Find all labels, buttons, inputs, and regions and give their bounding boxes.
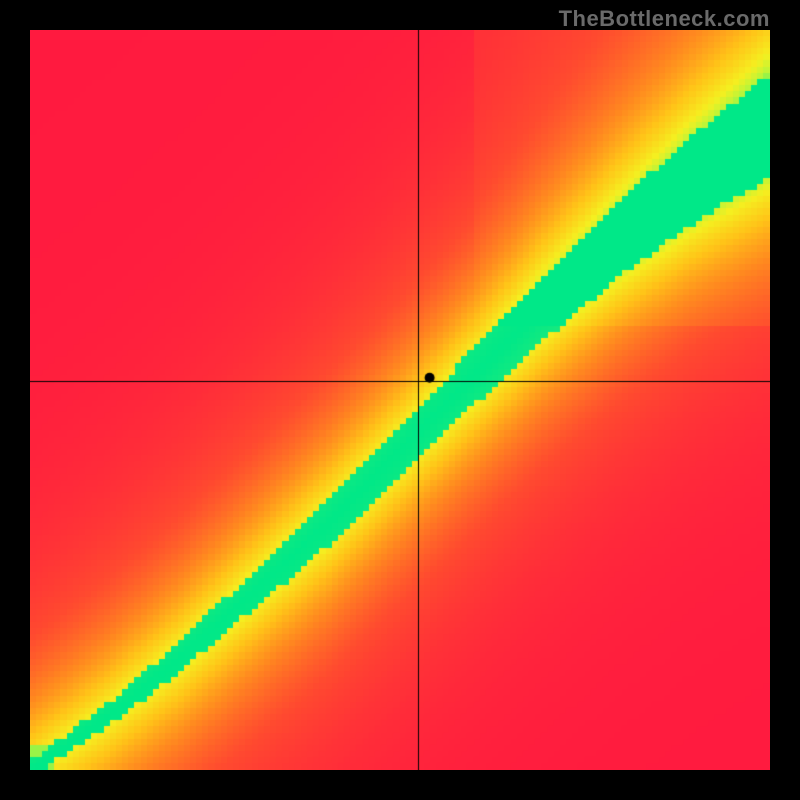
bottleneck-heatmap [30,30,770,770]
chart-container: TheBottleneck.com [0,0,800,800]
watermark-text: TheBottleneck.com [559,6,770,32]
